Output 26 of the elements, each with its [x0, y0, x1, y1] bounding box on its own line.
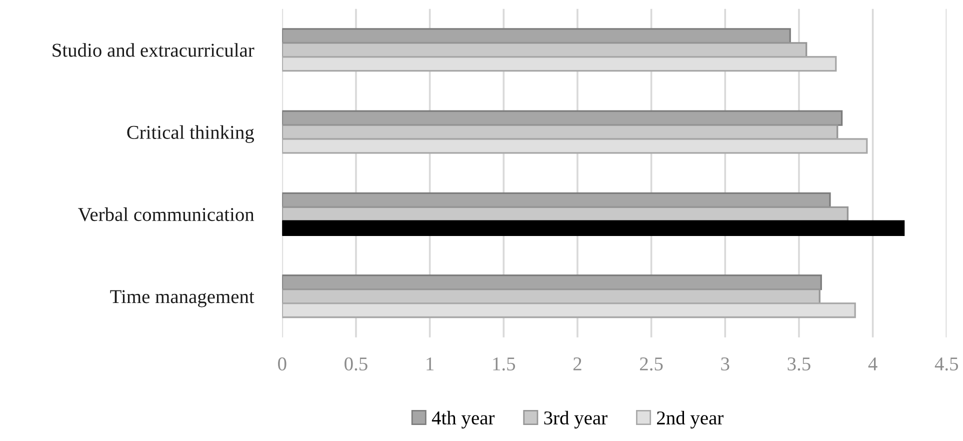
- y-tick-label: Verbal communication: [78, 207, 254, 222]
- bar: [282, 206, 849, 222]
- x-tick-label: 3: [721, 357, 730, 370]
- bar: [282, 288, 820, 304]
- bar: [282, 124, 838, 140]
- x-tick-label: 4.5: [934, 358, 958, 371]
- y-tick-label: Studio and extracurricular: [52, 43, 254, 57]
- bar: [282, 42, 808, 58]
- y-tick-label: Critical thinking: [127, 125, 254, 143]
- y-tick-label: Time management: [110, 290, 254, 308]
- x-tick-label: 0: [278, 357, 286, 370]
- x-tick-label: 0.5: [344, 357, 368, 371]
- bar: [282, 274, 822, 290]
- legend-label: 4th year: [432, 410, 495, 429]
- bar: [282, 220, 905, 236]
- x-tick-label: 2: [573, 357, 582, 370]
- x-tick-label: 3.5: [788, 357, 810, 371]
- x-tick-label: 2.5: [640, 357, 663, 371]
- bar: [282, 110, 843, 126]
- x-tick-label: 1.5: [493, 357, 516, 371]
- x-tick-label: 4: [868, 358, 878, 370]
- bar: [282, 28, 791, 44]
- legend-label: 3rd year: [544, 410, 608, 429]
- legend-label: 2nd year: [657, 410, 724, 429]
- bar: [282, 192, 831, 208]
- x-tick-label: 1: [426, 357, 434, 370]
